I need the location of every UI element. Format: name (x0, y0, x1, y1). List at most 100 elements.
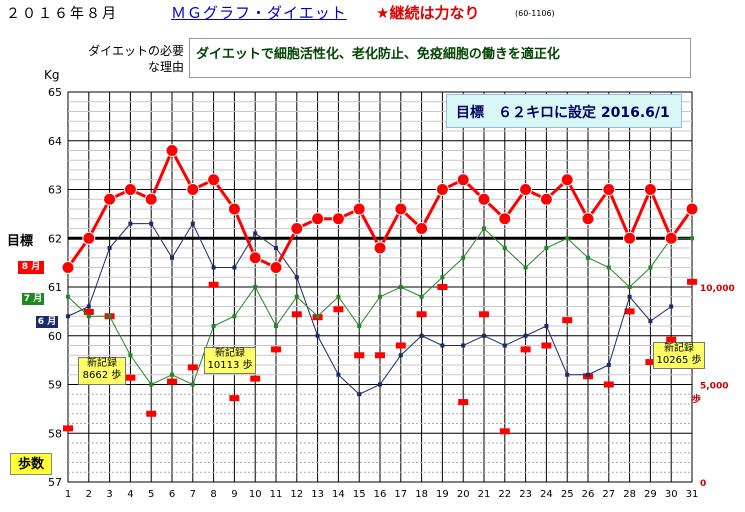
y-tick-label: 61 (48, 281, 62, 294)
steps-marker (521, 346, 531, 352)
series-point-jul (316, 314, 320, 318)
series-point-aug (187, 184, 199, 196)
series-point-aug (665, 232, 677, 244)
x-tick-label: 2 (86, 489, 92, 500)
x-tick-label: 20 (457, 489, 470, 500)
series-point-aug (540, 193, 552, 205)
steps-marker (250, 376, 260, 382)
y-tick-label: 63 (48, 184, 62, 197)
legend-aug: 8 月 (18, 261, 44, 274)
series-point-aug (644, 184, 656, 196)
steps-marker (541, 343, 551, 349)
x-tick-label: 10 (249, 489, 262, 500)
series-point-jul (524, 266, 528, 270)
series-point-jul (503, 246, 507, 250)
record-callout-1-value: 8662 歩 (79, 370, 125, 382)
series-point-jun (87, 305, 91, 309)
record-callout-1: 新記録 8662 歩 (78, 357, 126, 385)
x-tick-label: 13 (311, 489, 324, 500)
series-point-jun (586, 373, 590, 377)
series-point-jun (482, 334, 486, 338)
record-callout-3: 新記録 10265 歩 (653, 342, 705, 369)
series-point-jul (648, 266, 652, 270)
series-point-jul (66, 295, 70, 299)
series-point-jul (336, 295, 340, 299)
series-point-aug (104, 193, 116, 205)
series-point-aug (436, 184, 448, 196)
y-tick-label: 58 (48, 427, 62, 440)
steps-marker (437, 284, 447, 290)
steps-unit: 歩 (692, 392, 701, 405)
x-tick-label: 17 (394, 489, 407, 500)
series-point-jul (461, 256, 465, 260)
series-point-jul (399, 285, 403, 289)
x-tick-label: 3 (106, 489, 112, 500)
series-point-jul (420, 295, 424, 299)
series-point-jun (66, 314, 70, 318)
x-tick-label: 31 (686, 489, 699, 500)
y-tick-label: 57 (48, 476, 62, 489)
series-point-aug (499, 213, 511, 225)
series-point-jul (232, 314, 236, 318)
legend-jun: 6 月 (36, 316, 58, 328)
series-point-aug (249, 252, 261, 264)
x-tick-label: 7 (190, 489, 196, 500)
steps-marker (333, 306, 343, 312)
series-point-aug (686, 203, 698, 215)
series-point-jul (149, 383, 153, 387)
series-point-jul (191, 383, 195, 387)
series-point-jul (544, 246, 548, 250)
series-point-jun (357, 392, 361, 396)
series-point-aug (291, 223, 303, 235)
steps-marker (354, 352, 364, 358)
series-point-aug (624, 232, 636, 244)
x-tick-label: 15 (353, 489, 366, 500)
series-point-aug (312, 213, 324, 225)
x-tick-label: 14 (332, 489, 345, 500)
series-point-jun (295, 275, 299, 279)
x-tick-label: 27 (602, 489, 615, 500)
record-callout-2: 新記録 10113 歩 (204, 347, 256, 374)
steps-marker (63, 425, 73, 431)
series-point-jul (565, 236, 569, 240)
x-tick-label: 30 (665, 489, 678, 500)
series-point-aug (353, 203, 365, 215)
series-point-jun (336, 373, 340, 377)
series-point-jul (274, 324, 278, 328)
legend-jul: 7 月 (22, 293, 44, 305)
series-point-aug (561, 174, 573, 186)
record-callout-1-title: 新記録 (79, 358, 125, 370)
x-tick-label: 8 (210, 489, 216, 500)
series-point-aug (208, 174, 220, 186)
series-point-jun (461, 344, 465, 348)
series-point-jun (128, 222, 132, 226)
x-tick-label: 24 (540, 489, 553, 500)
x-tick-label: 28 (623, 489, 636, 500)
steps-marker (146, 411, 156, 417)
series-point-jul (690, 236, 694, 240)
series-point-jul (87, 314, 91, 318)
goal-label: 目標 (7, 230, 33, 249)
x-tick-label: 16 (374, 489, 387, 500)
steps-marker (271, 346, 281, 352)
steps-marker (125, 375, 135, 381)
series-point-jun (503, 344, 507, 348)
steps-marker (604, 382, 614, 388)
series-point-aug (478, 193, 490, 205)
series-point-jul (128, 353, 132, 357)
steps-marker (188, 364, 198, 370)
series-point-jun (232, 266, 236, 270)
series-point-aug (270, 262, 282, 274)
series-point-aug (416, 223, 428, 235)
x-tick-label: 21 (478, 489, 491, 500)
y-tick-label: 62 (48, 232, 62, 245)
record-callout-2-value: 10113 歩 (205, 360, 255, 372)
steps-legend: 歩数 (10, 453, 52, 475)
x-tick-label: 12 (290, 489, 303, 500)
series-point-aug (83, 232, 95, 244)
series-point-aug (124, 184, 136, 196)
y-tick-label: 64 (48, 135, 62, 148)
series-point-aug (166, 145, 178, 157)
goal-text: 目標 ６２キロに設定 2016.6/1 (456, 102, 670, 122)
series-point-jul (170, 373, 174, 377)
